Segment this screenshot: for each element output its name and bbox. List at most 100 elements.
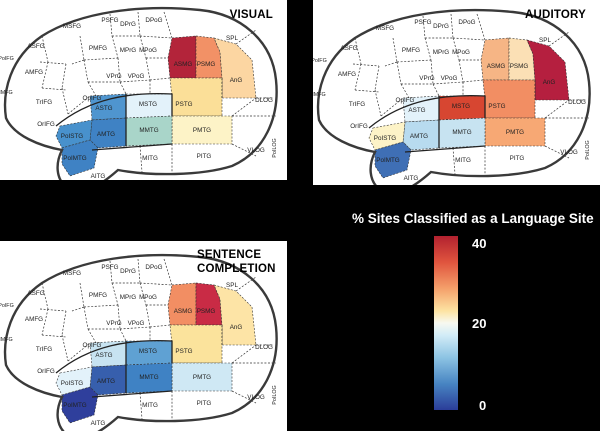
region-label-mprg: MPrG — [433, 49, 450, 56]
region-border — [41, 87, 67, 91]
region-asmg — [167, 282, 197, 326]
region-pmtg — [171, 362, 233, 392]
region-label-pitg: PITG — [510, 155, 525, 162]
region-label-dpog: DPoG — [458, 19, 475, 26]
region-border — [354, 37, 362, 65]
region-label-dprg: DPrG — [120, 268, 136, 275]
region-border — [354, 63, 362, 91]
region-border — [374, 89, 382, 117]
region-label-vlog: VLOG — [560, 149, 578, 156]
region-label-pmfg: PMFG — [89, 292, 107, 299]
region-label-vpog: VPoG — [128, 73, 145, 80]
brain-outline — [3, 253, 278, 431]
region-label-spl: SPL — [226, 35, 238, 42]
region-border — [119, 81, 127, 95]
region-border — [117, 57, 121, 83]
region-border — [39, 308, 67, 312]
region-label-mprg: MPrG — [120, 294, 137, 301]
region-border — [139, 145, 143, 173]
region-border — [424, 37, 432, 61]
region-label-mpog: MPoG — [139, 294, 157, 301]
region-border — [452, 37, 460, 61]
region-label-imfg: IMFG — [313, 92, 326, 98]
region-label-orifg: OrIFG — [350, 123, 368, 130]
region-label-psfg: PSFG — [101, 17, 118, 24]
region-pstg — [482, 79, 536, 119]
region-label-poilog: PoILOG — [272, 138, 278, 157]
region-border — [119, 326, 151, 330]
region-border — [137, 11, 141, 37]
region-label-pmfg: PMFG — [89, 45, 107, 52]
region-border — [452, 37, 486, 41]
region-border — [137, 258, 141, 284]
region-label-pmtg: PMTG — [506, 129, 524, 136]
region-border — [452, 147, 456, 175]
region-border — [548, 31, 570, 47]
region-label-poistg: PoISTG — [61, 380, 83, 387]
region-label-poilog: PoILOG — [585, 140, 591, 159]
region-label-poimtg: PoIMTG — [63, 155, 87, 162]
region-label-vlog: VLOG — [247, 147, 265, 154]
region-border — [374, 65, 380, 91]
region-label-psfg: PSFG — [414, 19, 431, 26]
region-label-msfg: MSFG — [63, 23, 81, 30]
region-border — [235, 276, 257, 292]
region-label-orifg: OrIFG — [37, 368, 55, 375]
region-label-opifg: OpIFG — [83, 342, 102, 349]
region-label-dprg: DPrG — [433, 23, 449, 30]
region-label-imfg: IMFG — [0, 337, 13, 343]
region-label-mitg: MITG — [455, 157, 471, 164]
region-label-spl: SPL — [539, 37, 551, 44]
region-border — [139, 282, 173, 286]
region-poimtg — [374, 141, 412, 179]
region-border — [87, 81, 97, 97]
region-label-msfg: MSFG — [376, 25, 394, 32]
region-label-opifg: OpIFG — [396, 97, 415, 104]
legend-title: % Sites Classified as a Language Site — [352, 211, 594, 226]
legend-tick-mid: 20 — [472, 316, 487, 331]
region-label-astg: ASTG — [95, 352, 112, 359]
region-label-asmg: ASMG — [174, 61, 193, 68]
region-label-asfg: ASFG — [27, 43, 44, 50]
region-border — [67, 342, 91, 362]
panel-sentence-completion: PSFG DPrG DPoG MSFG ASFG PMFG MPrG MPoG ASMG PSMG… — [0, 241, 287, 431]
panel-title-visual: VISUAL — [229, 9, 273, 21]
region-border — [450, 13, 454, 39]
region-label-poifg: PoIFG — [0, 303, 14, 309]
panel-visual: PSFG DPrG DPoG MSFG ASFG PMFG MPrG MPoG ASMG PSMG… — [0, 0, 287, 180]
region-poimtg — [61, 139, 99, 177]
panel-title-auditory: AUDITORY — [524, 9, 586, 21]
region-label-pmfg: PMFG — [402, 47, 420, 54]
region-label-pmtg: PMTG — [193, 374, 211, 381]
region-label-dprg: DPrG — [120, 21, 136, 28]
region-label-dlog: DLOG — [255, 97, 273, 104]
region-label-poistg: PoISTG — [374, 135, 396, 142]
region-label-mpog: MPoG — [139, 47, 157, 54]
region-border — [400, 83, 410, 99]
region-border — [380, 97, 404, 117]
region-label-mstg: MSTG — [452, 103, 470, 110]
region-label-mitg: MITG — [142, 155, 158, 162]
region-pmtg — [484, 117, 546, 147]
region-label-amfg: AMFG — [25, 69, 43, 76]
region-border — [61, 310, 67, 336]
region-border — [111, 35, 119, 59]
region-label-poimtg: PoIMTG — [63, 402, 87, 409]
region-border — [41, 35, 49, 63]
region-label-dlog: DLOG — [568, 99, 586, 106]
region-label-asmg: ASMG — [174, 308, 193, 315]
region-label-vprg: VPrG — [419, 75, 434, 82]
region-label-ang: AnG — [230, 77, 243, 84]
region-border — [79, 282, 85, 308]
region-border — [396, 61, 402, 85]
region-label-asmg: ASMG — [487, 63, 506, 70]
region-border — [432, 81, 464, 85]
region-border — [41, 61, 49, 89]
region-label-vpog: VPoG — [128, 320, 145, 327]
region-border — [109, 13, 113, 37]
region-border — [67, 95, 91, 115]
sylvian-fissure — [368, 95, 486, 153]
legend-tick-max: 40 — [472, 236, 487, 251]
panel-auditory: PSFG DPrG DPoG MSFG ASFG PMFG MPrG MPoG ASMG PSMG… — [313, 0, 600, 185]
